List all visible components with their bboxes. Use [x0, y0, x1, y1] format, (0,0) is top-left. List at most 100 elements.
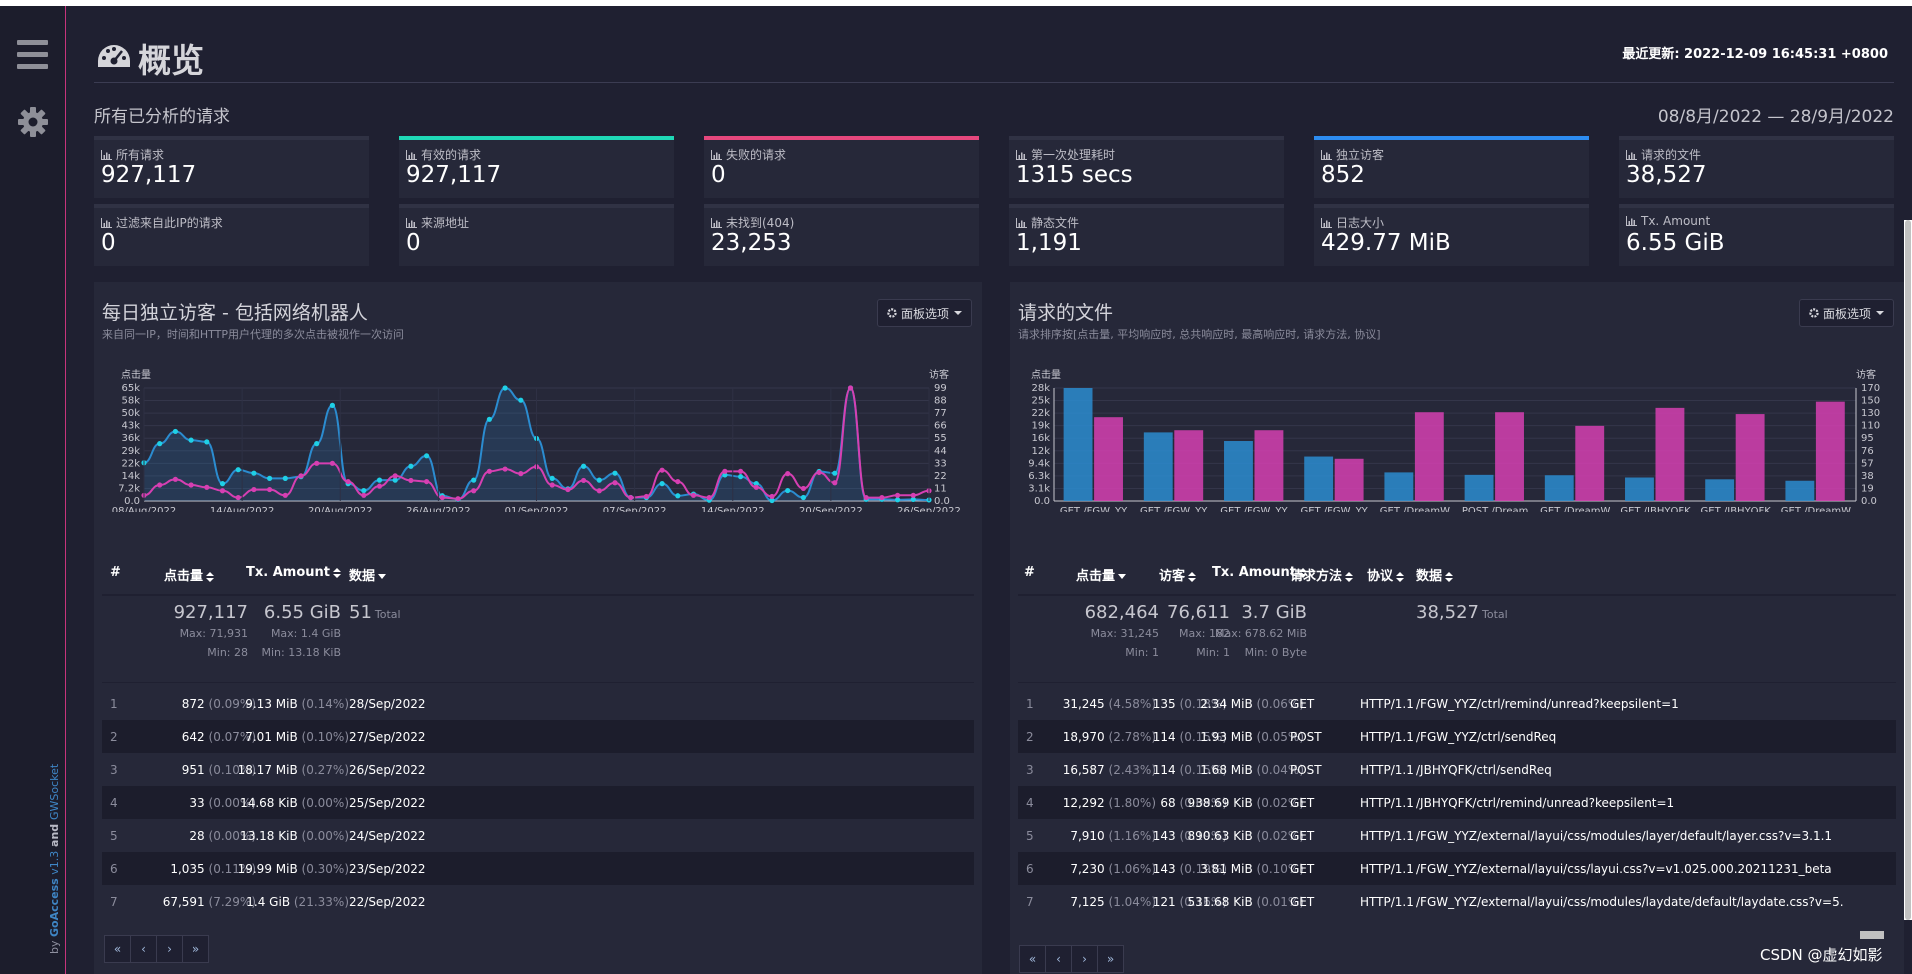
row-method: POST	[1290, 763, 1322, 777]
dashboard-gauge-icon	[98, 45, 130, 67]
visitors-point	[675, 478, 681, 485]
page-scrollbar[interactable]	[1904, 220, 1912, 920]
visitors-bar	[1334, 458, 1364, 501]
row-protocol: HTTP/1.1	[1360, 763, 1414, 777]
row-visitors: 114 (0.15%)	[1152, 730, 1227, 744]
pager-next-button[interactable]: ›	[1071, 945, 1098, 973]
gear-icon[interactable]	[17, 106, 49, 138]
y2-tick-label: 11	[934, 483, 947, 494]
col-method[interactable]: 请求方法	[1290, 565, 1354, 584]
row-tx: 2.34 MiB (0.06%)	[1200, 697, 1304, 711]
table-row[interactable]: 5 7,910 (1.16%) 143 (0.19%) 890.63 KiB (0.0…	[1018, 819, 1896, 852]
col-protocol[interactable]: 协议	[1367, 565, 1405, 584]
visitors-point	[800, 485, 807, 492]
col-hash[interactable]: #	[110, 565, 121, 580]
pager-prev-button[interactable]: ‹	[1045, 945, 1072, 973]
table-row[interactable]: 7 7,125 (1.04%) 121 (0.16%) 531.68 KiB (0.0…	[1018, 885, 1896, 918]
col-tx-amount[interactable]: Tx. Amount	[246, 565, 341, 580]
pager-last-button[interactable]: »	[182, 935, 209, 963]
summary-visitors-min: Min: 1	[1196, 646, 1230, 659]
pager-first-button[interactable]: «	[1019, 945, 1046, 973]
hits-point	[219, 481, 226, 487]
hits-point	[502, 385, 508, 391]
pager-next-button[interactable]: ›	[156, 935, 183, 963]
stat-card: 所有请求 927,117	[94, 136, 369, 198]
panel-options-button[interactable]: 面板选项	[1798, 299, 1894, 327]
table-row[interactable]: 6 1,035 (0.11%) 19.99 MiB (0.30%) 23/Sep/20…	[102, 852, 974, 885]
hits-point	[235, 467, 241, 473]
visitors-point	[628, 494, 634, 501]
scrollbar-thumb[interactable]	[1905, 220, 1911, 920]
y-tick-label: 12k	[1031, 446, 1050, 457]
y2-tick-label: 57	[1861, 458, 1874, 469]
summary-tx-min: Min: 0 Byte	[1244, 646, 1307, 659]
visitors-line	[143, 386, 930, 500]
col-data[interactable]: 数据	[1416, 565, 1454, 584]
table-row[interactable]: 3 16,587 (2.43%) 114 (0.15%) 1.68 MiB (0.04…	[1018, 753, 1896, 786]
stat-card: Tx. Amount 6.55 GiB	[1619, 204, 1894, 266]
x-tick-label: 14/Sep/2022	[701, 506, 765, 512]
stat-value: 852	[1321, 162, 1365, 188]
summary-data: 51 Total	[349, 602, 401, 623]
summary-tx-max: Max: 678.62 MiB	[1214, 627, 1307, 640]
y-tick-label: 0.0	[1034, 496, 1050, 507]
table-row[interactable]: 1 872 (0.09%) 9.13 MiB (0.14%) 28/Sep/2022	[102, 687, 974, 720]
col-hits[interactable]: 点击量	[164, 565, 215, 584]
version-link[interactable]: v1.3	[48, 850, 61, 879]
y-tick-label: 29k	[121, 446, 140, 457]
visitors-point	[267, 486, 273, 493]
stat-card: 失败的请求 0	[704, 136, 979, 198]
table-row[interactable]: 4 12,292 (1.80%) 68 (0.09%) 938.69 KiB (0.0…	[1018, 786, 1896, 819]
summary-hits-max: Max: 71,931	[179, 627, 248, 640]
row-hits: 16,587 (2.43%)	[1062, 763, 1156, 777]
table-row[interactable]: 1 31,245 (4.58%) 135 (0.18%) 2.34 MiB (0.06…	[1018, 687, 1896, 720]
table-row[interactable]: 2 642 (0.07%) 7.01 MiB (0.10%) 27/Sep/2022	[102, 720, 974, 753]
table-row[interactable]: 3 951 (0.10%) 18.17 MiB (0.27%) 26/Sep/2022	[102, 753, 974, 786]
goaccess-link[interactable]: GoAccess	[48, 878, 61, 937]
panel-title: 每日独立访客 - 包括网络机器人	[102, 302, 368, 324]
summary-tx: 6.55 GiB	[263, 602, 341, 623]
x-tick-label: 08/Aug/2022	[112, 506, 176, 512]
hits-point	[471, 477, 477, 483]
visitors-point	[157, 482, 163, 488]
date-range: 08/8月/2022 — 28/9月/2022	[1657, 107, 1894, 127]
sort-icon	[1396, 571, 1405, 582]
row-method: GET	[1290, 862, 1315, 876]
table-horizontal-scrollbar[interactable]	[1860, 931, 1884, 939]
bar-chart-icon	[1321, 217, 1332, 228]
credit-text: by GoAccess v1.3 and GWSocket	[48, 763, 61, 954]
col-data[interactable]: 数据	[349, 565, 387, 584]
row-data: /FGW_YYZ/external/layui/css/modules/layd…	[1416, 895, 1844, 909]
hits-bar	[1143, 432, 1173, 501]
visitors-point	[188, 482, 194, 488]
stat-value: 927,117	[406, 162, 502, 188]
gwsocket-link[interactable]: GWSocket	[48, 763, 61, 820]
pager-prev-button[interactable]: ‹	[130, 935, 157, 963]
hits-point	[361, 487, 367, 494]
table-row[interactable]: 6 7,230 (1.06%) 143 (0.19%) 3.81 MiB (0.10%…	[1018, 852, 1896, 885]
table-row[interactable]: 7 67,591 (7.29%) 1.4 GiB (21.33%) 22/Sep/20…	[102, 885, 974, 918]
table-row[interactable]: 4 33 (0.00%) 14.68 KiB (0.00%) 25/Sep/2022	[102, 786, 974, 819]
row-index: 7	[1026, 895, 1034, 909]
panel-options-button[interactable]: 面板选项	[876, 299, 972, 327]
col-hits[interactable]: 点击量	[1076, 565, 1127, 584]
visitors-bar	[1815, 401, 1845, 501]
row-tx: 1.93 MiB (0.05%)	[1200, 730, 1304, 744]
visitors-bar	[1655, 407, 1685, 501]
col-hash[interactable]: #	[1024, 565, 1035, 580]
table-row[interactable]: 2 18,970 (2.78%) 114 (0.15%) 1.93 MiB (0.05…	[1018, 720, 1896, 753]
x-tick-label: 14/Aug/2022	[210, 506, 274, 512]
stat-value: 927,117	[101, 162, 197, 188]
stat-value: 1315 secs	[1016, 162, 1133, 188]
visitors-point	[612, 480, 618, 486]
hamburger-icon[interactable]	[17, 40, 48, 70]
col-visitors[interactable]: 访客	[1159, 565, 1197, 584]
caret-down-icon	[954, 311, 962, 315]
col-tx-amount[interactable]: Tx. Amount	[1212, 565, 1307, 580]
row-hits: 31,245 (4.58%)	[1062, 697, 1156, 711]
bar-chart-icon	[1321, 149, 1332, 160]
table-row[interactable]: 5 28 (0.00%) 13.18 KiB (0.00%) 24/Sep/2022	[102, 819, 974, 852]
pager-last-button[interactable]: »	[1097, 945, 1124, 973]
pager-first-button[interactable]: «	[104, 935, 131, 963]
